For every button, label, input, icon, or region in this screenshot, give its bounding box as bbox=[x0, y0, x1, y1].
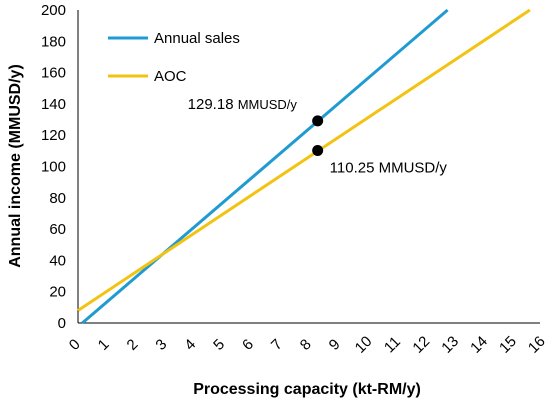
x-tick-label: 16 bbox=[525, 333, 549, 357]
y-tick-label: 180 bbox=[41, 33, 66, 50]
x-tick-label: 5 bbox=[210, 336, 228, 354]
data-point-marker bbox=[312, 144, 324, 156]
y-tick-label: 60 bbox=[49, 221, 66, 238]
point-annotation: 129.18 MMUSD/y bbox=[188, 96, 298, 113]
y-tick-label: 40 bbox=[49, 252, 66, 269]
y-tick-label: 100 bbox=[41, 159, 66, 176]
x-tick-label: 15 bbox=[496, 333, 520, 357]
series-line-annual-sales bbox=[81, 8, 449, 325]
y-tick-label: 20 bbox=[49, 284, 66, 301]
y-tick-label: 120 bbox=[41, 127, 66, 144]
point-annotation: 110.25 MMUSD/y bbox=[330, 159, 448, 176]
x-tick-label: 4 bbox=[181, 336, 199, 354]
legend-label: AOC bbox=[154, 68, 187, 85]
legend-label: Annual sales bbox=[154, 30, 240, 47]
x-tick-label: 9 bbox=[326, 336, 344, 354]
series-line-aoc bbox=[77, 8, 531, 312]
x-tick-label: 12 bbox=[409, 333, 433, 357]
point-annotation-unit: MMUSD/y bbox=[379, 159, 448, 176]
y-tick-label: 80 bbox=[49, 190, 66, 207]
x-tick-label: 7 bbox=[268, 336, 286, 354]
x-tick-label: 2 bbox=[124, 336, 142, 354]
series-layer bbox=[77, 8, 531, 325]
point-annotation-unit: MMUSD/y bbox=[238, 97, 298, 112]
point-annotation-value: 110.25 bbox=[330, 159, 379, 176]
data-point-marker bbox=[312, 115, 324, 127]
y-tick-label: 140 bbox=[41, 96, 66, 113]
y-axis-ticks: 0 20 40 60 80 100 120 140 160 180 200 bbox=[41, 2, 66, 332]
y-axis-label: Annual income (MMUSD/y) bbox=[7, 64, 24, 268]
x-tick-label: 3 bbox=[152, 336, 170, 354]
x-tick-label: 8 bbox=[297, 336, 315, 354]
y-tick-label: 200 bbox=[41, 2, 66, 19]
x-tick-label: 14 bbox=[467, 333, 491, 357]
x-axis-ticks: 0 1 2 3 4 5 6 7 8 9 10 11 12 13 14 15 16 bbox=[66, 333, 549, 357]
point-annotation-value: 129.18 bbox=[188, 96, 238, 113]
x-tick-label: 13 bbox=[438, 333, 462, 357]
y-tick-label: 0 bbox=[58, 315, 66, 332]
x-tick-label: 0 bbox=[66, 336, 84, 354]
x-tick-label: 10 bbox=[352, 333, 376, 357]
x-tick-label: 1 bbox=[95, 336, 113, 354]
y-tick-label: 160 bbox=[41, 65, 66, 82]
x-tick-label: 11 bbox=[381, 333, 404, 356]
x-axis-label: Processing capacity (kt-RM/y) bbox=[193, 381, 421, 398]
legend: Annual sales AOC bbox=[108, 30, 240, 85]
x-tick-label: 6 bbox=[239, 336, 257, 354]
